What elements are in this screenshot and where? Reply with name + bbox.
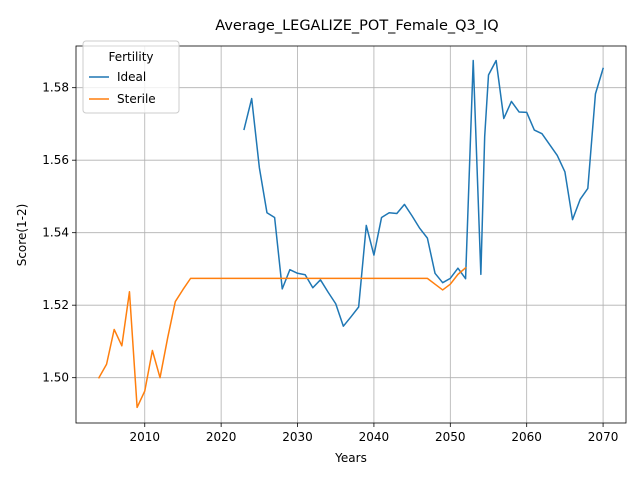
series-line-ideal	[243, 59, 605, 327]
x-tick-label: 2070	[588, 430, 619, 444]
x-tick-label: 2030	[282, 430, 313, 444]
y-axis-label: Score(1-2)	[15, 204, 29, 267]
plot-frame	[75, 45, 627, 424]
series-line-sterile	[97, 266, 467, 409]
legend-label-sterile: Sterile	[117, 92, 156, 106]
legend: Fertility Ideal Sterile	[82, 40, 180, 114]
y-tick-label: 1.56	[42, 153, 69, 167]
x-tick-label: 2040	[359, 430, 390, 444]
series-layer	[97, 59, 605, 409]
y-tick-label: 1.50	[42, 371, 69, 385]
chart-title: Average_LEGALIZE_POT_Female_Q3_IQ	[215, 18, 498, 34]
x-tick-label: 2050	[435, 430, 466, 444]
legend-label-ideal: Ideal	[117, 70, 146, 84]
grid-lines	[76, 46, 626, 423]
legend-title: Fertility	[108, 50, 153, 64]
x-tick-label: 2010	[129, 430, 160, 444]
legend-frame	[82, 40, 180, 114]
y-tick-label: 1.58	[42, 81, 69, 95]
x-axis-label: Years	[334, 451, 367, 465]
x-tick-label: 2020	[206, 430, 237, 444]
x-axis-ticks: 2010 2020 2030 2040 2050 2060 2070	[129, 423, 618, 444]
x-tick-label: 2060	[511, 430, 542, 444]
y-tick-label: 1.52	[42, 298, 69, 312]
y-tick-label: 1.54	[42, 226, 69, 240]
y-axis-ticks: 1.50 1.52 1.54 1.56 1.58	[42, 81, 76, 385]
